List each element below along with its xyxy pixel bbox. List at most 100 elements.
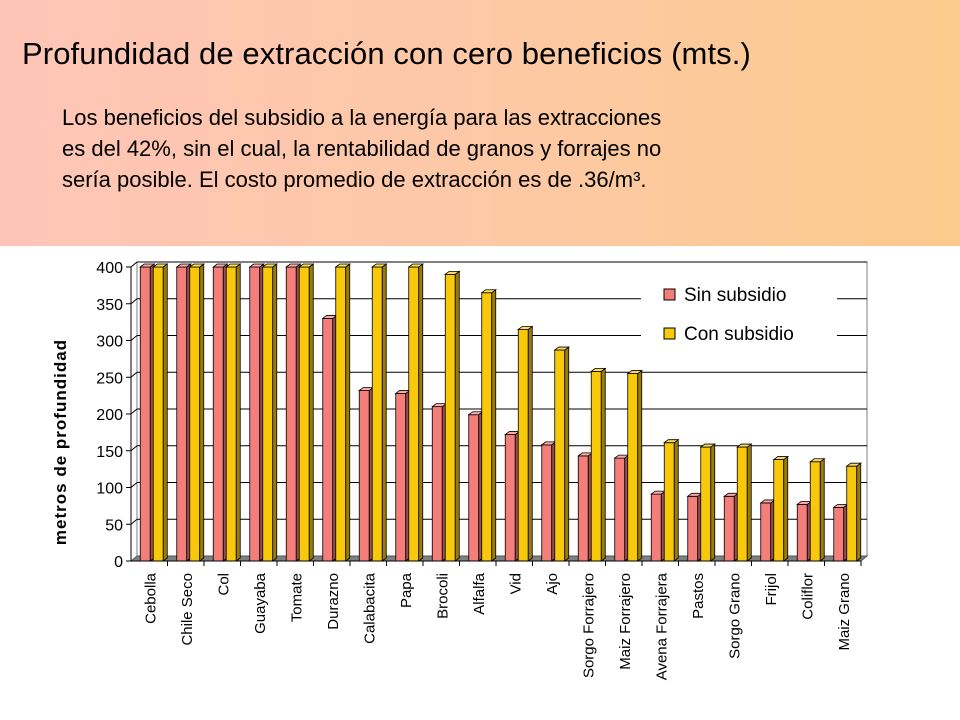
bar-side — [454, 270, 460, 562]
legend: Sin subsidio Con subsidio — [641, 274, 837, 348]
bar-con-subsidio — [334, 263, 351, 562]
bar-chart: 0 50 100 150 200 250 300 350 400 Cebolla Chile Se… — [51, 260, 869, 680]
bar-top — [553, 346, 570, 351]
x-tick-label: Sorgo Grano — [726, 573, 743, 659]
description-line-3: sería posible. El costo promedio de extr… — [62, 167, 647, 192]
bar-side — [381, 263, 387, 562]
bar-front — [431, 406, 443, 562]
bar-side — [564, 346, 570, 562]
gridline-side — [130, 298, 138, 305]
bar-top — [480, 289, 497, 294]
x-tick-label: Brocoli — [434, 573, 451, 619]
bar-front — [833, 506, 845, 562]
bar-front — [262, 266, 274, 562]
gridline-side — [130, 482, 138, 488]
bar-top — [371, 263, 388, 268]
bar-con-subsidio — [626, 369, 643, 562]
bar-side — [710, 443, 716, 562]
bar-con-subsidio — [517, 325, 534, 562]
bar-top — [139, 263, 156, 268]
bar-front — [358, 390, 370, 562]
bar-front — [796, 504, 808, 562]
bar-top — [152, 263, 169, 268]
bar-sin-subsidio — [686, 492, 703, 562]
x-tick-label: Vid — [507, 573, 524, 594]
bar-sin-subsidio — [723, 492, 740, 562]
bar-front — [614, 457, 626, 562]
bar-front — [760, 502, 772, 562]
x-tick-label: Cebolla — [142, 572, 159, 624]
bar-sin-subsidio — [613, 454, 630, 562]
bar-sin-subsidio — [321, 314, 338, 562]
bar-side — [418, 263, 424, 562]
bar-front — [554, 349, 566, 562]
legend-swatch-con — [663, 327, 676, 340]
bar-top — [772, 456, 789, 460]
bar-con-subsidio — [480, 288, 497, 562]
bar-front — [335, 266, 347, 562]
bar-front — [395, 393, 407, 562]
bar-front — [371, 266, 383, 562]
bar-front — [322, 318, 334, 562]
plot-floor — [129, 555, 869, 562]
x-tick-label: Maiz Grano — [836, 573, 853, 651]
y-axis-label: metros de profundidad — [51, 339, 70, 545]
bar-sin-subsidio — [796, 500, 813, 562]
x-tick-label: Guayaba — [252, 572, 269, 634]
bar-side — [199, 263, 205, 562]
bar-sin-subsidio — [175, 263, 192, 562]
x-tick-label: Chile Seco — [179, 573, 196, 646]
bar-front — [846, 465, 858, 562]
bar-sin-subsidio — [358, 386, 375, 562]
bar-front — [663, 442, 675, 562]
bar-top — [285, 263, 302, 268]
bar-side — [746, 443, 752, 562]
x-tick-label: Durazno — [325, 573, 342, 630]
bar-top — [225, 263, 242, 268]
legend-swatch-sin — [663, 288, 676, 301]
x-tick-label: Alfalfa — [471, 572, 488, 614]
bar-con-subsidio — [298, 263, 315, 562]
x-tick-label: Ajo — [544, 573, 561, 595]
x-tick-label: Sorgo Forrajero — [580, 573, 597, 678]
x-tick-label: Tomate — [288, 573, 305, 622]
bar-top — [261, 263, 278, 268]
x-tick-label: Maiz Forrajero — [617, 573, 634, 670]
bar-con-subsidio — [663, 438, 680, 562]
bar-front — [504, 434, 516, 562]
bar-front — [541, 444, 553, 562]
bar-front — [481, 292, 493, 562]
bar-con-subsidio — [407, 263, 424, 562]
bar-top — [663, 439, 680, 444]
bar-side — [162, 263, 168, 562]
bar-front — [700, 446, 712, 562]
x-tick-label: Col — [215, 573, 232, 596]
gridline-side — [130, 261, 138, 268]
y-tick-label: 50 — [105, 517, 123, 534]
bar-side — [272, 263, 278, 562]
bar-top — [517, 326, 534, 330]
bar-side — [308, 263, 314, 562]
y-tick-label: 100 — [96, 481, 123, 498]
gridline-side — [130, 371, 138, 378]
bar-front — [627, 373, 639, 562]
bar-front — [212, 266, 224, 562]
bar-top — [845, 462, 862, 467]
bar-sin-subsidio — [139, 263, 156, 562]
x-tick-label: Calabacita — [361, 572, 378, 644]
y-tick-labels: 0 50 100 150 200 250 300 350 400 — [96, 260, 123, 571]
gridline-side — [130, 408, 138, 415]
bar-top — [626, 370, 643, 374]
bar-side — [783, 455, 789, 562]
bar-top — [248, 263, 265, 268]
bar-front — [590, 370, 602, 562]
bar-top — [444, 270, 461, 275]
bar-front — [650, 493, 662, 562]
bar-top — [590, 367, 607, 372]
bar-sin-subsidio — [285, 263, 302, 562]
bar-front — [249, 266, 261, 562]
bars — [139, 263, 862, 562]
bar-con-subsidio — [371, 263, 388, 562]
y-tick-label: 400 — [96, 260, 123, 277]
bar-top — [809, 458, 826, 463]
